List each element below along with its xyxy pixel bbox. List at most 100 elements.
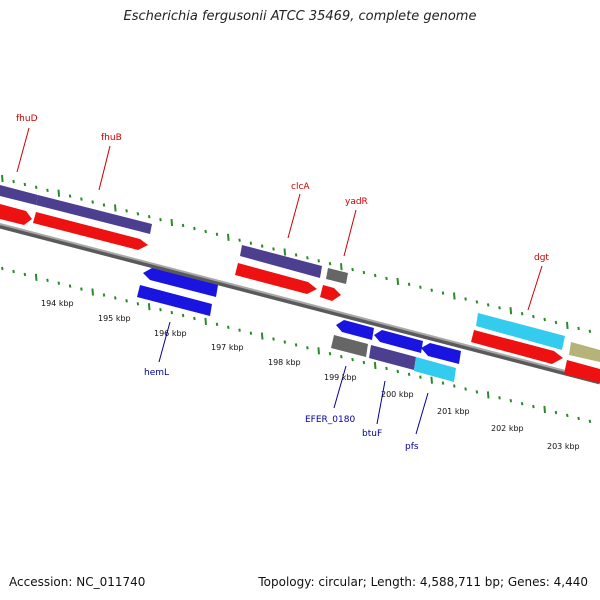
gene-fhuB-bar[interactable] — [36, 195, 152, 234]
minor-tick — [520, 312, 524, 316]
minor-tick — [46, 278, 49, 282]
minor-tick — [419, 375, 422, 379]
minor-tick — [317, 259, 320, 263]
gene-label-pfs: pfs — [405, 442, 419, 452]
kbp-label: 199 kbp — [324, 373, 357, 382]
minor-tick — [125, 209, 128, 213]
gene-pfs-bar[interactable] — [414, 357, 456, 382]
minor-tick — [340, 355, 343, 359]
minor-tick — [520, 402, 524, 406]
minor-tick — [385, 276, 388, 281]
cds-rev-c-arrow[interactable] — [421, 343, 461, 364]
minor-tick — [566, 413, 569, 418]
major-tick — [57, 189, 61, 197]
cds-clcA-arrow[interactable] — [235, 263, 317, 294]
cds-next-arrow[interactable] — [564, 360, 600, 383]
cds-rev-a-arrow[interactable] — [336, 320, 374, 340]
minor-tick — [272, 337, 275, 341]
major-tick — [204, 317, 207, 325]
gene-label-btuF: btuF — [362, 429, 382, 439]
minor-tick — [407, 372, 411, 376]
gene-dgt-bar[interactable] — [476, 313, 565, 350]
major-tick — [543, 405, 546, 414]
minor-tick — [102, 203, 106, 207]
gene-fhuD-bar[interactable] — [0, 185, 38, 205]
minor-tick — [238, 328, 241, 332]
minor-tick — [464, 387, 467, 391]
minor-tick — [362, 360, 366, 365]
major-tick — [430, 376, 433, 384]
upper-gene-labels: fhuD fhuB clcA yadR dgt — [16, 114, 549, 263]
gene-yadR-bar[interactable] — [326, 268, 348, 284]
minor-tick — [396, 369, 400, 374]
minor-tick — [554, 320, 558, 325]
kbp-label: 200 kbp — [381, 390, 414, 399]
minor-tick — [34, 185, 38, 189]
gene-btuF-bar[interactable] — [369, 345, 416, 370]
minor-tick — [543, 317, 546, 322]
minor-tick — [204, 229, 207, 234]
minor-tick — [215, 232, 219, 236]
minor-tick — [193, 316, 196, 321]
major-tick — [34, 273, 38, 281]
major-tick — [1, 174, 4, 183]
minor-tick — [215, 322, 219, 326]
minor-tick — [91, 200, 94, 204]
minor-tick — [475, 300, 479, 304]
cds-dgt-arrow[interactable] — [471, 330, 563, 364]
minor-tick — [588, 329, 592, 333]
minor-tick — [136, 302, 140, 306]
minor-tick — [136, 212, 140, 216]
gene-label-fhuB: fhuB — [101, 133, 122, 143]
gene-label-hemL: hemL — [144, 368, 169, 378]
minor-tick — [306, 256, 309, 260]
minor-tick — [328, 262, 332, 266]
minor-tick — [385, 366, 388, 371]
minor-tick — [453, 384, 456, 388]
minor-tick — [430, 288, 433, 292]
gene-label-fhuD: fhuD — [16, 114, 38, 124]
minor-tick — [170, 310, 174, 315]
minor-tick — [588, 419, 592, 423]
minor-tick — [102, 293, 106, 297]
minor-tick — [294, 253, 298, 257]
minor-tick — [227, 325, 230, 329]
minor-tick — [373, 273, 377, 278]
minor-tick — [147, 215, 151, 219]
kbp-label: 202 kbp — [491, 424, 524, 433]
minor-tick — [181, 313, 185, 318]
gene-label-dgt: dgt — [534, 253, 549, 263]
minor-tick — [260, 244, 264, 248]
cds-rev-b-arrow[interactable] — [374, 330, 423, 353]
major-tick — [227, 233, 230, 241]
lower-leader-lines — [158, 321, 429, 435]
minor-tick — [80, 197, 83, 201]
minor-tick — [362, 270, 366, 275]
minor-tick — [498, 306, 501, 310]
major-tick — [170, 219, 174, 227]
major-tick — [340, 263, 343, 271]
kbp-label: 196 kbp — [154, 329, 187, 338]
minor-tick — [159, 218, 162, 222]
kbp-label: 194 kbp — [41, 299, 74, 308]
gene-label-yadR: yadR — [345, 197, 368, 207]
minor-tick — [554, 410, 558, 415]
major-tick — [283, 248, 287, 256]
gene-clcA-bar[interactable] — [240, 245, 322, 278]
cds-fhuD-arrow[interactable] — [0, 204, 32, 225]
cds-hemL-arrow-2[interactable] — [137, 285, 212, 316]
cds-fhuB-arrow[interactable] — [33, 212, 148, 250]
minor-tick — [249, 241, 253, 245]
cds-hemL-arrow-1[interactable] — [143, 268, 218, 297]
minor-tick — [272, 247, 275, 251]
minor-tick — [294, 343, 298, 347]
gene-next-bar[interactable] — [569, 342, 600, 362]
minor-tick — [46, 188, 49, 192]
major-tick — [373, 361, 377, 370]
cds-yadR-arrow[interactable] — [320, 285, 341, 301]
kbp-label: 198 kbp — [268, 358, 301, 367]
minor-tick — [532, 314, 535, 319]
gene-EFER_0180-bar[interactable] — [331, 335, 368, 357]
upper-tick-track — [1, 174, 592, 333]
accession-text: Accession: NC_011740 — [9, 575, 146, 589]
